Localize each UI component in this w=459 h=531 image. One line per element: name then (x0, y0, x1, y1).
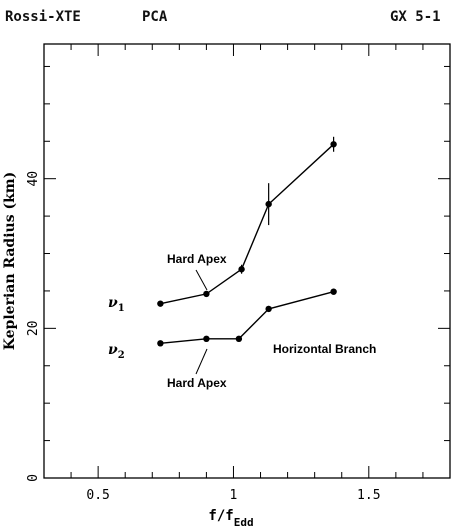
series-lines (160, 143, 335, 344)
data-points (157, 141, 337, 347)
axis-ticks (44, 44, 450, 479)
data-point-series-2 (203, 335, 210, 343)
data-point-series-1 (330, 141, 337, 148)
annotation-horizontal-branch: Horizontal Branch (273, 342, 376, 356)
data-point-series-2 (235, 335, 243, 343)
axis-tick-labels: 0.5 1 1.5 0 20 40 (26, 171, 381, 503)
x-tick-label: 0.5 (86, 488, 109, 503)
legend-nu2-sub: 2 (118, 350, 125, 361)
y-tick-label: 20 (26, 321, 41, 337)
data-point-series-1 (265, 200, 272, 208)
annotation-hard-apex-upper: Hard Apex (167, 252, 227, 266)
plot-frame (43, 43, 451, 479)
legend-nu2-main: ν (108, 342, 118, 358)
data-point-series-1 (157, 300, 164, 307)
data-point-series-2 (157, 340, 164, 347)
x-axis-label-main: f/f (208, 508, 233, 524)
data-point-series-1 (238, 266, 245, 273)
data-point-series-2 (265, 305, 272, 313)
x-tick-label: 1 (230, 488, 238, 503)
legend-nu1-main: ν (108, 295, 118, 311)
x-tick-label: 1.5 (357, 488, 380, 503)
legend-nu1: ν1 (108, 295, 125, 314)
y-tick-label: 0 (26, 474, 41, 482)
header-source: GX 5-1 (390, 9, 441, 25)
y-axis-label: Keplerian Radius (km) (2, 172, 18, 350)
x-axis-label-sub: Edd (234, 516, 254, 529)
series-line-1 (160, 143, 335, 305)
header-instrument: PCA (142, 9, 168, 25)
legend-nu1-sub: 1 (118, 303, 125, 314)
annotation-hard-apex-lower: Hard Apex (167, 376, 227, 390)
data-point-series-1 (203, 290, 210, 298)
annotation-hard-apex-upper-pointer (195, 269, 208, 291)
series-line-2 (160, 291, 334, 344)
header-mission: Rossi-XTE (5, 9, 81, 25)
legend-nu2: ν2 (108, 342, 125, 361)
annotation-hard-apex-lower-pointer (195, 348, 208, 375)
data-point-series-2 (330, 288, 337, 295)
y-tick-label: 40 (26, 171, 41, 187)
x-axis-label: f/fEdd (208, 508, 253, 529)
